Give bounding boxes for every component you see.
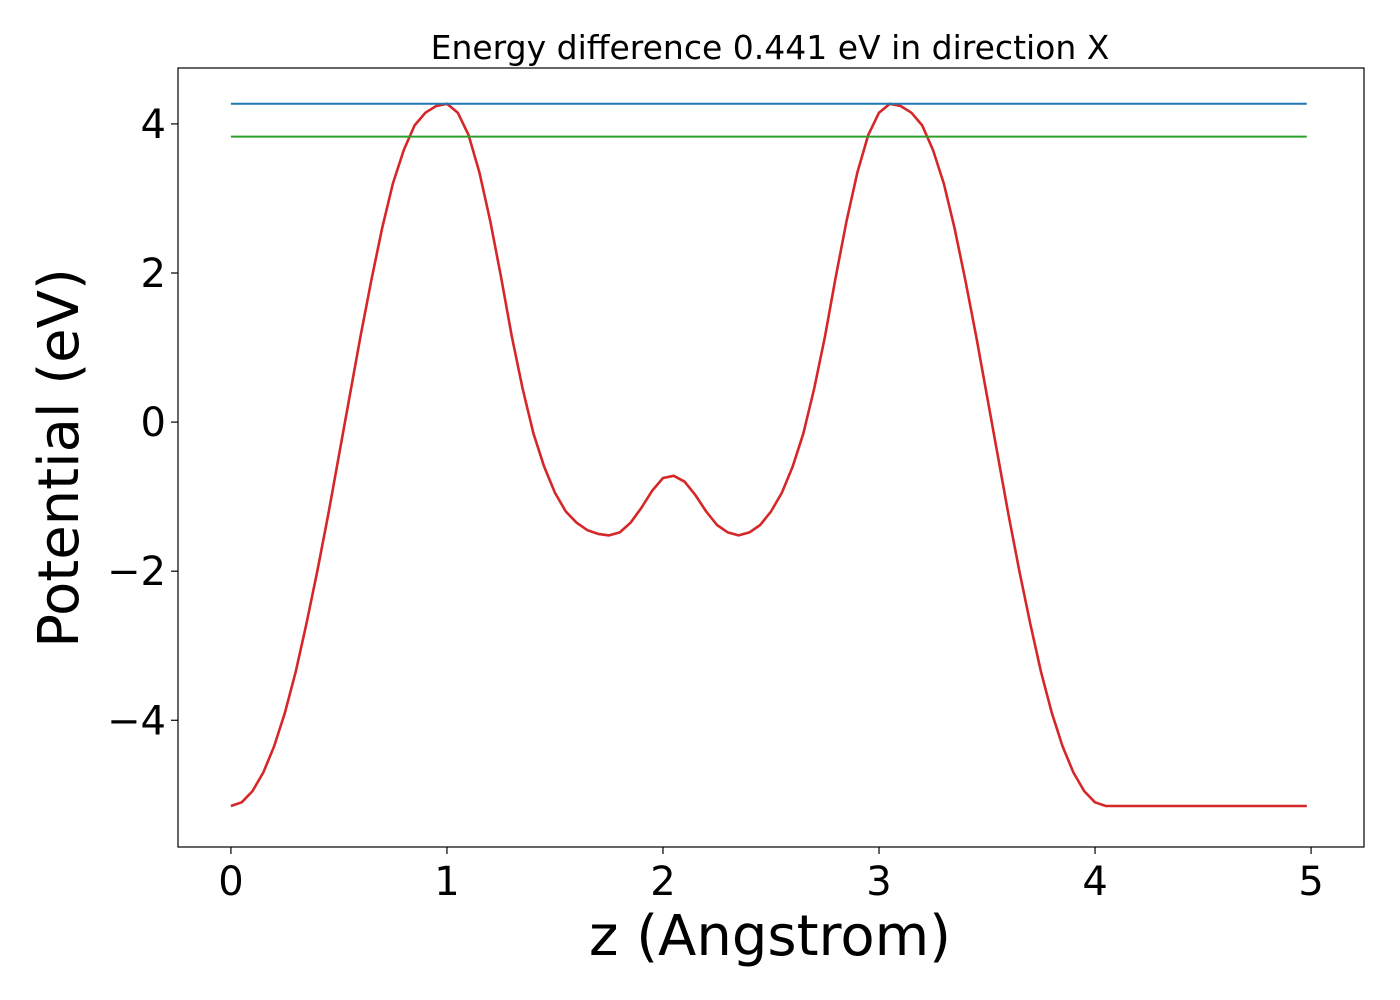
series-line-0 bbox=[230, 102, 1307, 808]
chart-title: Energy difference 0.441 eV in direction … bbox=[431, 28, 1110, 67]
x-tick-label: 2 bbox=[650, 859, 675, 905]
x-axis-label: z (Angstrom) bbox=[589, 904, 951, 969]
y-tick-label: 2 bbox=[141, 251, 166, 297]
plot-frame bbox=[177, 67, 1365, 848]
x-tick-label: 3 bbox=[866, 859, 891, 905]
x-axis: 0 1 2 3 4 5 bbox=[218, 847, 1324, 905]
y-tick-label: 4 bbox=[141, 102, 166, 148]
x-tick-label: 0 bbox=[218, 859, 243, 905]
plot-area bbox=[230, 102, 1307, 808]
y-tick-label: 0 bbox=[141, 400, 166, 446]
x-tick-label: 4 bbox=[1082, 859, 1107, 905]
y-axis-label: Potential (eV) bbox=[27, 268, 92, 648]
y-tick-label: −4 bbox=[107, 698, 166, 744]
x-tick-label: 1 bbox=[434, 859, 459, 905]
y-tick-label: −2 bbox=[107, 549, 166, 595]
x-tick-label: 5 bbox=[1298, 859, 1323, 905]
y-axis: −4 −2 0 2 4 bbox=[107, 102, 178, 744]
